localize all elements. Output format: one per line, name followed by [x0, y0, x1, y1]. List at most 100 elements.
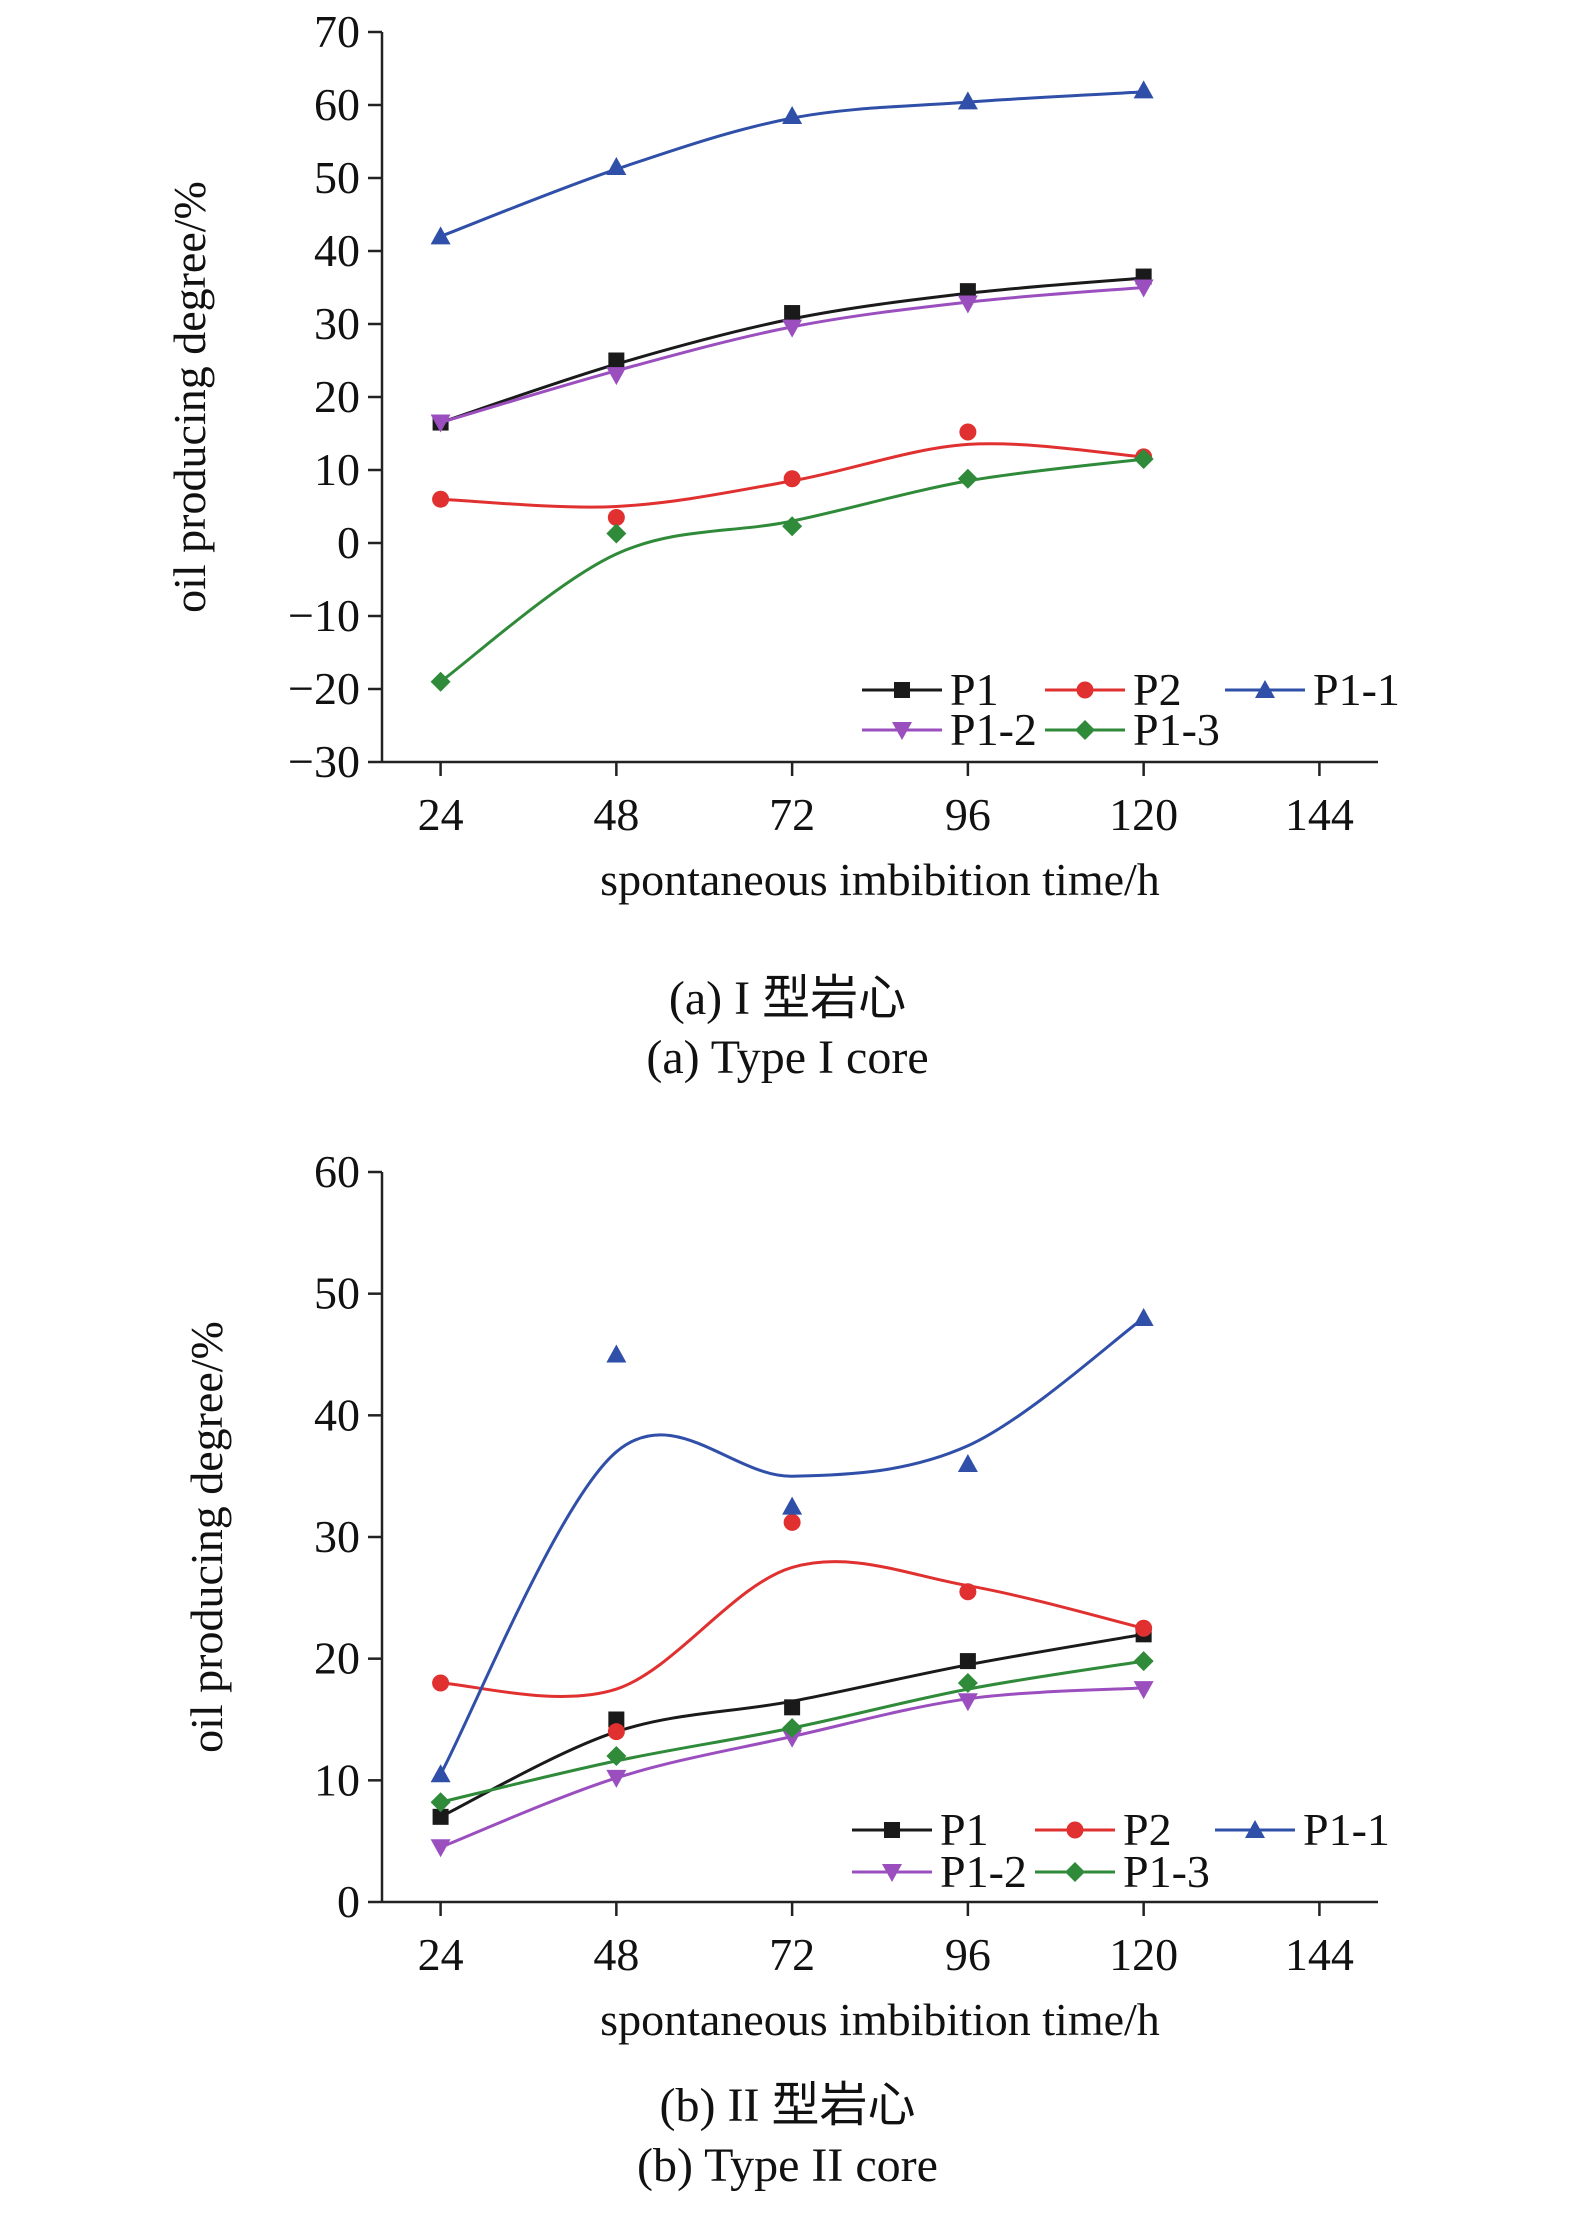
legend-entry-p1-3: P1-3: [1045, 704, 1220, 755]
y-tick-label: 10: [314, 1754, 360, 1805]
y-tick-label: 30: [314, 298, 360, 349]
x-tick-label: 48: [593, 1929, 639, 1980]
data-point-p2: [607, 1723, 625, 1741]
y-tick-label: 60: [314, 1146, 360, 1197]
data-point-p1-1: [1133, 80, 1154, 99]
legend-label: P2: [1133, 664, 1182, 715]
data-point-p1-2: [782, 1729, 803, 1748]
series-p1-1: [430, 80, 1154, 245]
data-point-p1-3: [430, 671, 451, 692]
data-point-p2: [1135, 1619, 1153, 1637]
y-tick-label: 50: [314, 152, 360, 203]
y-tick-label: −20: [288, 663, 360, 714]
series-p1-1: [430, 1308, 1154, 1783]
data-point-p1-2: [1133, 279, 1154, 298]
caption-b-chinese: (b) II 型岩心: [659, 2079, 916, 2132]
x-tick-label: 72: [769, 789, 815, 840]
data-point-p1-1: [782, 105, 803, 124]
data-point-p1-2: [430, 1839, 451, 1858]
chart-a: −30 −20 −10 0 10 20 30 40 50 60 70 24 48 72 96 120 144 sp…: [164, 6, 1400, 905]
legend-entry-p1: P1: [852, 1804, 989, 1855]
y-tick-label: 30: [314, 1511, 360, 1562]
x-tick-label: 120: [1109, 789, 1178, 840]
data-point-p2: [959, 1583, 977, 1601]
data-point-p2: [432, 1674, 450, 1692]
legend-label: P1: [940, 1804, 989, 1855]
data-point-p1: [432, 1808, 449, 1825]
legend-label: P1: [950, 664, 999, 715]
data-point-p1: [608, 1711, 625, 1728]
data-point-p2: [607, 508, 625, 526]
data-point-p1: [959, 283, 976, 300]
y-tick-label: 60: [314, 79, 360, 130]
series-p1-2: [430, 279, 1154, 433]
legend-marker: [1255, 680, 1275, 698]
series-line-p1-1: [439, 1316, 1145, 1776]
series-line-p1-3: [439, 457, 1144, 683]
legend-marker: [894, 682, 910, 698]
data-point-p1: [784, 305, 801, 322]
legend-marker: [1066, 1821, 1084, 1839]
legend-marker: [892, 722, 912, 740]
legend-marker: [1076, 681, 1094, 699]
legend-marker: [882, 1864, 902, 1882]
legend-label: P1-3: [1123, 1846, 1210, 1897]
data-point-p1-2: [957, 1693, 978, 1712]
series-line-p2: [440, 1560, 1144, 1698]
data-point-p1-2: [606, 1769, 627, 1788]
legend-label: P1-2: [940, 1846, 1027, 1897]
x-axis-title: spontaneous imbibition time/h: [600, 854, 1160, 905]
y-tick-label: 40: [314, 225, 360, 276]
x-tick-label: 144: [1285, 1929, 1354, 1980]
data-point-p1-3: [1133, 449, 1154, 470]
series-line-p1: [440, 276, 1144, 424]
legend-marker: [1065, 1862, 1085, 1882]
legend-label: P1-1: [1303, 1804, 1390, 1855]
x-tick-label: 72: [769, 1929, 815, 1980]
data-point-p1-2: [606, 367, 627, 386]
data-point-p1-1: [1133, 1308, 1154, 1326]
y-axis-title: oil producing degree/%: [181, 1321, 232, 1753]
y-tick-label: −30: [288, 736, 360, 787]
chart-b: 0 10 20 30 40 50 60 24 48 72 96 120 144 spontaneous i…: [181, 1146, 1390, 2045]
data-point-p2: [783, 1513, 801, 1531]
data-point-p1: [784, 1699, 801, 1716]
x-tick-label: 24: [418, 1929, 464, 1980]
x-tick-label: 48: [593, 789, 639, 840]
data-point-p1-1: [430, 226, 451, 245]
series-p2: [432, 423, 1153, 526]
legend-label: P1-1: [1313, 664, 1400, 715]
data-point-p1-1: [957, 1454, 978, 1472]
y-axis-title: oil producing degree/%: [164, 181, 215, 613]
legend-entry-p2: P2: [1035, 1804, 1172, 1855]
y-tick-label: 20: [314, 1633, 360, 1684]
x-tick-label: 24: [418, 789, 464, 840]
legend-entry-p1-2: P1-2: [852, 1846, 1027, 1897]
caption-a-chinese: (a) I 型岩心: [668, 972, 907, 1025]
data-point-p1-3: [782, 1718, 803, 1739]
data-point-p2: [783, 470, 801, 488]
y-tick-label: −10: [288, 590, 360, 641]
data-point-p1-2: [782, 319, 803, 338]
series-p1: [432, 268, 1152, 431]
data-point-p1-2: [430, 414, 451, 433]
caption-a-english: (a) Type I core: [646, 1031, 929, 1084]
data-point-p1-1: [606, 157, 627, 176]
data-point-p1-2: [957, 295, 978, 314]
data-point-p1-1: [430, 1764, 451, 1783]
series-p1-3: [430, 1651, 1154, 1813]
legend-label: P1-2: [950, 704, 1037, 755]
legend-marker: [1075, 720, 1095, 740]
legend-marker: [884, 1822, 900, 1838]
y-tick-label: 0: [337, 517, 360, 568]
x-tick-label: 120: [1109, 1929, 1178, 1980]
legend-entry-p1-1: P1-1: [1225, 664, 1400, 715]
legend-entry-p1-3: P1-3: [1035, 1846, 1210, 1897]
legend-label: P2: [1123, 1804, 1172, 1855]
data-point-p1-2: [1133, 1681, 1154, 1700]
data-point-p2: [432, 490, 450, 508]
legend-entry-p1-1: P1-1: [1215, 1804, 1390, 1855]
data-point-p1-3: [1133, 1651, 1154, 1672]
data-point-p2: [959, 423, 977, 441]
